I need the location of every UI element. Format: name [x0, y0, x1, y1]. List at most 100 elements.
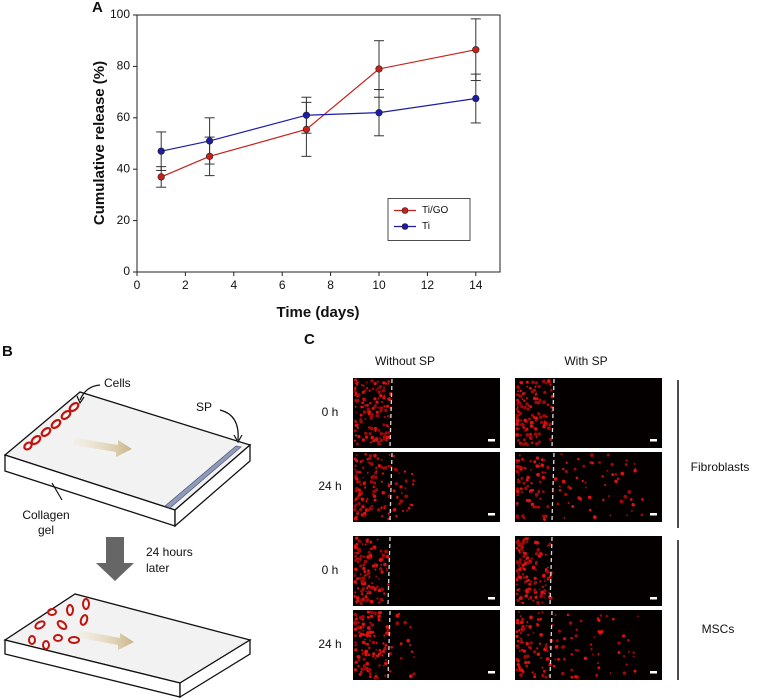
cell-dot: [541, 471, 544, 474]
cell-dot: [366, 610, 370, 614]
image-background: [515, 536, 662, 606]
cell-dot: [515, 578, 519, 582]
cell-dot: [515, 393, 519, 397]
pointer: [233, 434, 243, 444]
cell-dot: [519, 615, 522, 618]
cell-dot: [357, 621, 360, 624]
cell-dot: [622, 671, 627, 675]
cell-dot: [519, 620, 524, 625]
micrograph: [515, 378, 662, 448]
cell-dot: [377, 429, 381, 432]
cell-dot: [524, 441, 528, 446]
cell-dot: [369, 630, 373, 635]
cell-dot: [367, 590, 370, 594]
cell-dot: [515, 592, 519, 596]
cell-dot: [593, 636, 596, 639]
cell-dot: [409, 644, 412, 647]
cell-dot: [363, 514, 366, 517]
cell-dot: [535, 392, 538, 395]
cell-dot: [604, 483, 607, 487]
cell-dot: [590, 453, 594, 457]
cell-dot: [366, 458, 369, 461]
cell-dot: [525, 654, 530, 659]
cell-dot: [378, 558, 383, 562]
cell-dot: [366, 586, 368, 589]
cell-dot: [383, 634, 386, 637]
cell-dot: [533, 580, 538, 585]
cell-dot: [529, 405, 533, 409]
cell-dot: [387, 380, 391, 384]
cell-dot: [606, 453, 610, 457]
cell-dot: [355, 600, 357, 603]
cell-dot: [367, 571, 371, 575]
cell-dot: [520, 668, 524, 672]
cell-dot: [519, 389, 522, 393]
cell-dot: [385, 554, 390, 559]
collagen-label: Collagen: [22, 508, 69, 522]
cell-dot: [627, 490, 632, 494]
cell-dot: [380, 465, 384, 469]
cell-dot: [516, 385, 519, 388]
cell-dot: [527, 598, 530, 601]
cell-dot: [530, 389, 535, 394]
cell-dot: [640, 513, 644, 517]
cell-dot: [407, 506, 411, 510]
cell-dot: [364, 398, 367, 401]
cell-dot: [528, 624, 532, 629]
cell-dot: [361, 505, 365, 509]
cell-dot: [592, 515, 597, 519]
cell-dot: [632, 655, 635, 658]
cell-dot: [368, 575, 371, 578]
cell-dot: [623, 494, 628, 499]
cell-dot: [533, 673, 537, 676]
cell-dot: [383, 466, 388, 470]
cell-dot: [410, 472, 414, 476]
cell-dot: [570, 636, 573, 640]
cell-dot: [523, 418, 527, 423]
cell-dot: [361, 622, 366, 627]
cell-dot: [516, 493, 520, 497]
cell-dot: [625, 663, 628, 666]
cell-dot: [377, 588, 382, 593]
cell-dot: [547, 566, 549, 569]
cell-dot: [531, 420, 534, 423]
cell-dot: [599, 630, 604, 634]
cell-dot: [354, 572, 356, 575]
cell-dot: [381, 649, 386, 653]
cell-dot: [543, 419, 546, 422]
cell-dot: [537, 412, 541, 416]
cell-dot: [525, 478, 529, 482]
cell-dot: [549, 437, 553, 442]
cell-dot: [539, 552, 543, 556]
cell-dot: [378, 601, 381, 604]
cell-dot: [354, 394, 357, 397]
group-label: Fibroblasts: [691, 460, 750, 474]
cell-dot: [517, 459, 521, 462]
panel-label: B: [2, 343, 13, 360]
y-tick-label: 40: [117, 161, 131, 175]
cell-dot: [518, 629, 521, 632]
cell-dot: [361, 438, 366, 442]
wound-edge: [389, 378, 393, 448]
cell-dot: [537, 400, 541, 404]
cell-dot: [534, 381, 539, 385]
cell-dot: [526, 385, 529, 388]
cell-dot: [379, 651, 382, 654]
cell-dot: [356, 442, 359, 446]
cell-dot: [353, 516, 358, 521]
cell-dot: [554, 645, 559, 649]
cell-dot: [542, 425, 546, 429]
cell-dot: [530, 413, 535, 417]
cell-dot: [574, 649, 578, 652]
cell-dot: [516, 479, 521, 484]
cell-dot: [363, 582, 367, 586]
cell-dot: [536, 652, 541, 656]
cell-dot: [544, 645, 548, 649]
cell-dot: [386, 404, 390, 408]
cell-dot: [516, 501, 519, 505]
cell-dot: [525, 498, 529, 502]
cell-dot: [387, 482, 390, 485]
cell-dot: [375, 389, 378, 392]
cell-dot: [570, 668, 574, 672]
